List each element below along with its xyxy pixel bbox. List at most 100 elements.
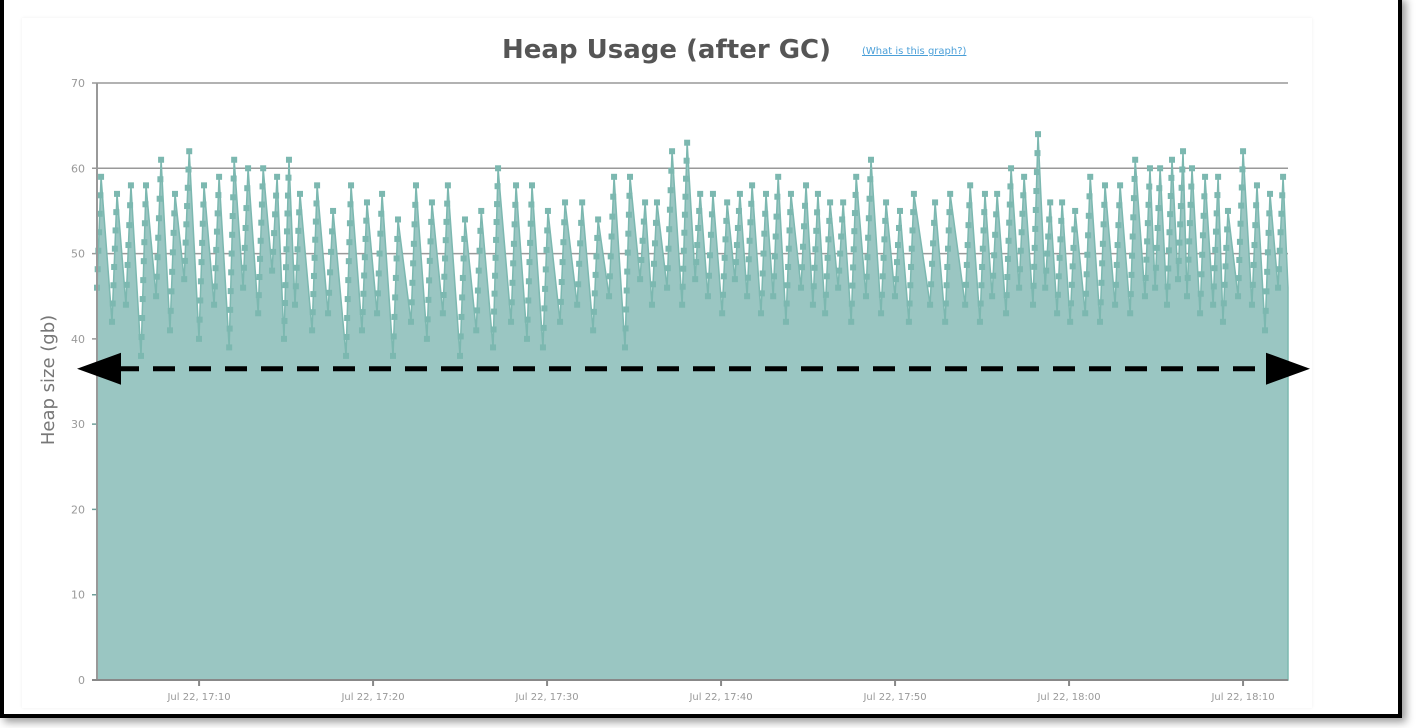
data-point	[344, 296, 351, 303]
data-point	[649, 281, 656, 288]
data-point	[410, 240, 417, 247]
data-point	[140, 258, 147, 265]
data-point	[201, 182, 208, 189]
data-point	[1210, 283, 1217, 290]
data-point	[96, 229, 103, 236]
left-arrowhead-icon	[77, 352, 121, 385]
data-point	[491, 308, 498, 315]
data-point	[771, 273, 778, 280]
data-point	[992, 231, 999, 238]
data-point	[1035, 131, 1042, 138]
data-point	[773, 213, 780, 220]
data-point	[1020, 192, 1027, 199]
data-point	[186, 148, 193, 155]
data-point	[1197, 290, 1204, 297]
chart-title: Heap Usage (after GC)	[502, 35, 831, 65]
data-point	[1146, 165, 1153, 172]
data-point	[1238, 184, 1245, 191]
data-point	[426, 277, 433, 284]
data-point	[411, 221, 418, 228]
data-point	[1199, 251, 1206, 258]
data-point	[1007, 183, 1014, 190]
data-point	[607, 253, 614, 260]
data-point	[196, 335, 203, 342]
data-point	[1153, 244, 1160, 251]
y-axis-ticks: 0 10 20 30 40 50 60 70	[71, 77, 85, 687]
data-point	[905, 318, 912, 325]
y-tick-label: 50	[71, 248, 85, 261]
axes	[92, 83, 1288, 681]
data-point	[1097, 299, 1104, 306]
data-point	[444, 200, 451, 207]
data-point	[281, 317, 288, 324]
data-point	[200, 201, 207, 208]
data-point	[1177, 221, 1184, 228]
data-point	[492, 254, 499, 261]
data-point	[1082, 290, 1089, 297]
data-point	[230, 175, 237, 182]
data-point	[822, 310, 829, 317]
data-point	[836, 267, 843, 274]
data-point	[1275, 266, 1282, 273]
data-point	[867, 176, 874, 183]
data-point	[490, 344, 497, 351]
y-tick-label: 0	[78, 674, 85, 687]
data-point	[1087, 173, 1094, 180]
data-point	[1129, 233, 1136, 240]
data-point	[978, 282, 985, 289]
data-point	[595, 216, 602, 223]
data-point	[1262, 327, 1269, 334]
data-point	[475, 267, 482, 274]
data-point	[477, 227, 484, 234]
data-point	[216, 173, 223, 180]
data-point	[1154, 224, 1161, 231]
data-point	[826, 217, 833, 224]
data-point	[1044, 250, 1051, 257]
data-point	[814, 190, 821, 197]
data-point	[407, 318, 414, 325]
data-point	[783, 300, 790, 307]
data-point	[1180, 148, 1187, 155]
data-point	[579, 199, 586, 206]
data-point	[1250, 261, 1257, 268]
data-point	[112, 227, 119, 234]
data-point	[272, 211, 279, 218]
data-point	[491, 290, 498, 297]
data-point	[976, 318, 983, 325]
data-point	[1097, 318, 1104, 325]
what-is-this-graph-link[interactable]: (What is this graph?)	[862, 46, 967, 57]
data-point	[732, 259, 739, 266]
data-point	[1016, 284, 1023, 291]
data-point	[878, 291, 885, 298]
data-point	[1239, 166, 1246, 173]
data-point	[490, 326, 497, 333]
data-point	[624, 249, 631, 256]
data-point	[627, 173, 634, 180]
data-point	[1276, 247, 1283, 254]
data-point	[1197, 310, 1204, 317]
data-point	[1213, 210, 1220, 217]
data-point	[1220, 300, 1227, 307]
data-point	[511, 221, 518, 228]
data-point	[1031, 244, 1038, 251]
data-point	[539, 344, 546, 351]
dashed-double-arrow-annotation	[77, 352, 1310, 385]
data-point	[822, 291, 829, 298]
data-point	[1249, 281, 1256, 288]
data-point	[977, 300, 984, 307]
data-point	[140, 277, 147, 284]
heap-usage-chart: Heap Usage (after GC) (What is this grap…	[38, 35, 1310, 703]
data-point	[1265, 229, 1272, 236]
data-point	[1019, 210, 1026, 217]
series-markers	[94, 131, 1287, 359]
data-point	[990, 272, 997, 279]
data-point	[274, 173, 281, 180]
data-point	[1130, 214, 1137, 221]
data-point	[213, 246, 220, 253]
data-point	[838, 233, 845, 240]
data-point	[127, 182, 134, 189]
data-point	[1164, 301, 1171, 308]
data-point	[705, 272, 712, 279]
data-point	[626, 192, 633, 199]
data-point	[1102, 182, 1109, 189]
